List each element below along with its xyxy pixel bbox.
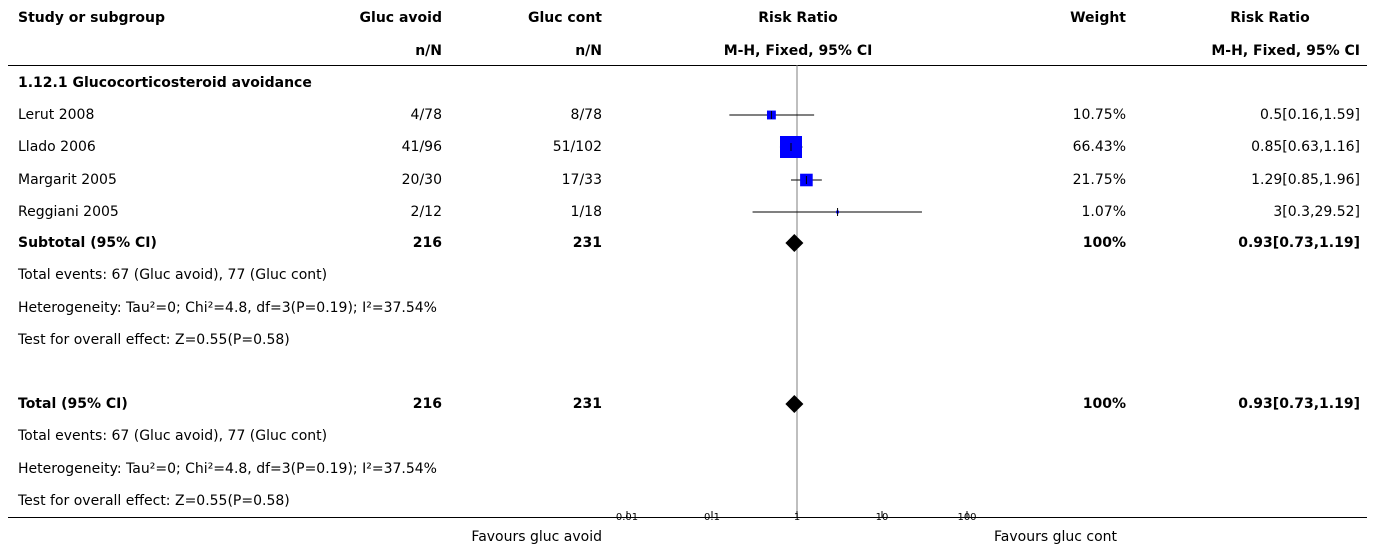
study-group2: 17/33	[561, 172, 602, 188]
axis-tick-label: 10	[876, 512, 889, 523]
study-name: Margarit 2005	[18, 172, 117, 188]
header-group2-sub: n/N	[575, 43, 602, 59]
subtotal-group2: 231	[572, 235, 602, 251]
header-effect: Risk Ratio	[1230, 10, 1310, 26]
total-group1: 216	[412, 396, 442, 412]
study-group2: 51/102	[552, 139, 602, 155]
subtotal-effect-test-note: Test for overall effect: Z=0.55(P=0.58)	[18, 332, 290, 348]
study-name: Lerut 2008	[18, 107, 95, 123]
total-group2: 231	[572, 396, 602, 412]
axis-tick-label: 0.1	[704, 512, 720, 523]
subtotal-heterogeneity-note: Heterogeneity: Tau²=0; Chi²=4.8, df=3(P=…	[18, 300, 437, 316]
header-rule	[8, 65, 1367, 66]
axis-tick-label: 1	[794, 512, 800, 523]
axis-tick-label: 0.01	[616, 512, 638, 523]
subtotal-weight: 100%	[1082, 235, 1126, 251]
study-group2: 8/78	[570, 107, 602, 123]
study-group1: 20/30	[401, 172, 442, 188]
study-weight: 66.43%	[1072, 139, 1126, 155]
total-effect: 0.93[0.73,1.19]	[1238, 396, 1360, 412]
study-name: Llado 2006	[18, 139, 96, 155]
study-effect: 0.5[0.16,1.59]	[1260, 107, 1360, 123]
favours-right-label: Favours gluc cont	[994, 529, 1117, 545]
study-effect: 3[0.3,29.52]	[1273, 204, 1360, 220]
total-label: Total (95% CI)	[18, 396, 128, 412]
total-diamond	[785, 395, 804, 413]
study-group2: 1/18	[570, 204, 602, 220]
header-study: Study or subgroup	[18, 10, 166, 26]
header-effect-sub: M-H, Fixed, 95% CI	[1211, 43, 1360, 59]
study-weight: 10.75%	[1072, 107, 1126, 123]
subtotal-group1: 216	[412, 235, 442, 251]
study-weight: 21.75%	[1072, 172, 1126, 188]
study-group1: 2/12	[410, 204, 442, 220]
subgroup-title: 1.12.1 Glucocorticosteroid avoidance	[18, 75, 312, 91]
header-weight: Weight	[1070, 10, 1126, 26]
header-plot-sub: M-H, Fixed, 95% CI	[723, 43, 873, 59]
total-events-note: Total events: 67 (Gluc avoid), 77 (Gluc …	[18, 428, 328, 444]
axis-tick-label: 100	[957, 512, 976, 523]
header-group1: Gluc avoid	[359, 10, 442, 26]
bottom-rule	[8, 517, 1367, 518]
total-effect-test-note: Test for overall effect: Z=0.55(P=0.58)	[18, 493, 290, 509]
subtotal-events-note: Total events: 67 (Gluc avoid), 77 (Gluc …	[18, 267, 328, 283]
subtotal-label: Subtotal (95% CI)	[18, 235, 157, 251]
favours-left-label: Favours gluc avoid	[471, 529, 602, 545]
study-name: Reggiani 2005	[18, 204, 119, 220]
subtotal-diamond	[785, 234, 804, 252]
total-weight: 100%	[1082, 396, 1126, 412]
study-group1: 41/96	[401, 139, 442, 155]
study-effect: 0.85[0.63,1.16]	[1251, 139, 1360, 155]
total-heterogeneity-note: Heterogeneity: Tau²=0; Chi²=4.8, df=3(P=…	[18, 461, 437, 477]
header-group1-sub: n/N	[415, 43, 442, 59]
study-effect: 1.29[0.85,1.96]	[1251, 172, 1360, 188]
header-group2: Gluc cont	[527, 10, 602, 26]
study-group1: 4/78	[410, 107, 442, 123]
study-weight: 1.07%	[1081, 204, 1126, 220]
subtotal-effect: 0.93[0.73,1.19]	[1238, 235, 1360, 251]
header-plot: Risk Ratio	[758, 10, 838, 26]
